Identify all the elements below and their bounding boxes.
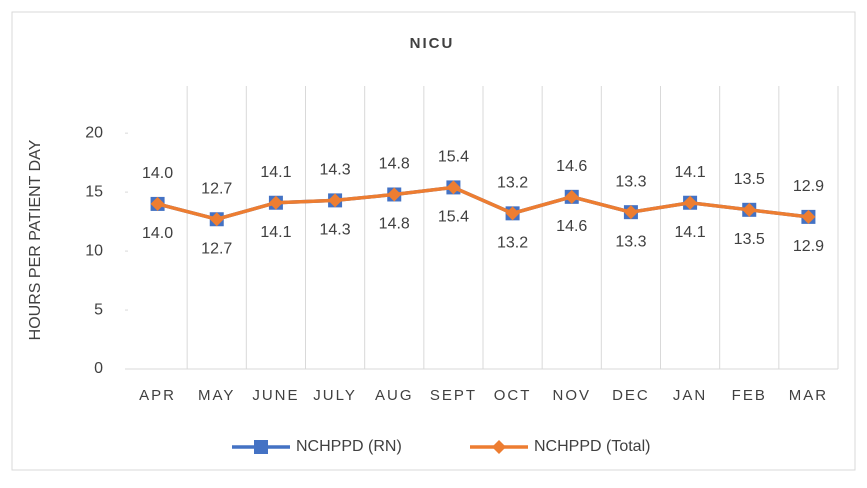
data-label: 14.3 xyxy=(320,222,351,239)
data-label: 14.8 xyxy=(379,216,410,233)
y-tick-label: 0 xyxy=(94,360,103,377)
data-label: 14.6 xyxy=(556,218,587,235)
marker xyxy=(492,440,506,454)
marker xyxy=(254,440,268,454)
data-label: 13.3 xyxy=(615,233,646,250)
x-tick-label: AUG xyxy=(375,387,414,404)
x-tick-label: JAN xyxy=(673,387,707,404)
data-label: 14.3 xyxy=(320,162,351,179)
marker xyxy=(742,202,757,217)
y-tick-label: 10 xyxy=(85,242,103,259)
data-label: 13.2 xyxy=(497,235,528,252)
marker xyxy=(209,212,224,227)
marker xyxy=(446,180,461,195)
chart-title: NICU xyxy=(410,35,455,52)
x-tick-label: MAR xyxy=(789,387,828,404)
x-tick-label: JULY xyxy=(313,387,357,404)
legend-label: NCHPPD (Total) xyxy=(534,438,650,455)
data-label: 12.7 xyxy=(201,240,232,257)
data-label: 14.8 xyxy=(379,156,410,173)
marker xyxy=(268,195,283,210)
data-label: 14.0 xyxy=(142,165,173,182)
marker xyxy=(505,206,520,221)
marker xyxy=(387,187,402,202)
y-tick-label: 5 xyxy=(94,301,103,318)
data-label: 13.5 xyxy=(734,231,765,248)
data-label: 14.6 xyxy=(556,158,587,175)
y-tick-label: 20 xyxy=(85,124,103,141)
data-label: 12.9 xyxy=(793,178,824,195)
data-label: 12.7 xyxy=(201,180,232,197)
x-tick-label: APR xyxy=(139,387,176,404)
y-tick-label: 15 xyxy=(85,183,103,200)
data-label: 14.1 xyxy=(260,224,291,241)
data-label: 13.3 xyxy=(615,173,646,190)
y-axis-label: HOURS PER PATIENT DAY xyxy=(27,139,44,340)
x-tick-label: DEC xyxy=(612,387,650,404)
marker xyxy=(564,189,579,204)
x-tick-label: JUNE xyxy=(252,387,299,404)
data-label: 13.2 xyxy=(497,175,528,192)
x-tick-label: OCT xyxy=(494,387,532,404)
data-label: 14.1 xyxy=(260,164,291,181)
marker xyxy=(683,195,698,210)
data-label: 15.4 xyxy=(438,149,469,166)
legend-label: NCHPPD (RN) xyxy=(296,438,402,455)
marker xyxy=(150,196,165,211)
data-label: 14.1 xyxy=(675,224,706,241)
x-tick-label: SEPT xyxy=(430,387,477,404)
x-tick-label: MAY xyxy=(198,387,235,404)
series-line xyxy=(157,185,809,222)
chart-frame xyxy=(11,11,856,471)
data-label: 15.4 xyxy=(438,209,469,226)
marker xyxy=(623,205,638,220)
data-label: 13.5 xyxy=(734,171,765,188)
data-label: 14.1 xyxy=(675,164,706,181)
data-label: 12.9 xyxy=(793,238,824,255)
marker xyxy=(328,193,343,208)
x-tick-label: FEB xyxy=(732,387,767,404)
marker xyxy=(801,209,816,224)
data-label: 14.0 xyxy=(142,225,173,242)
x-tick-label: NOV xyxy=(552,387,591,404)
